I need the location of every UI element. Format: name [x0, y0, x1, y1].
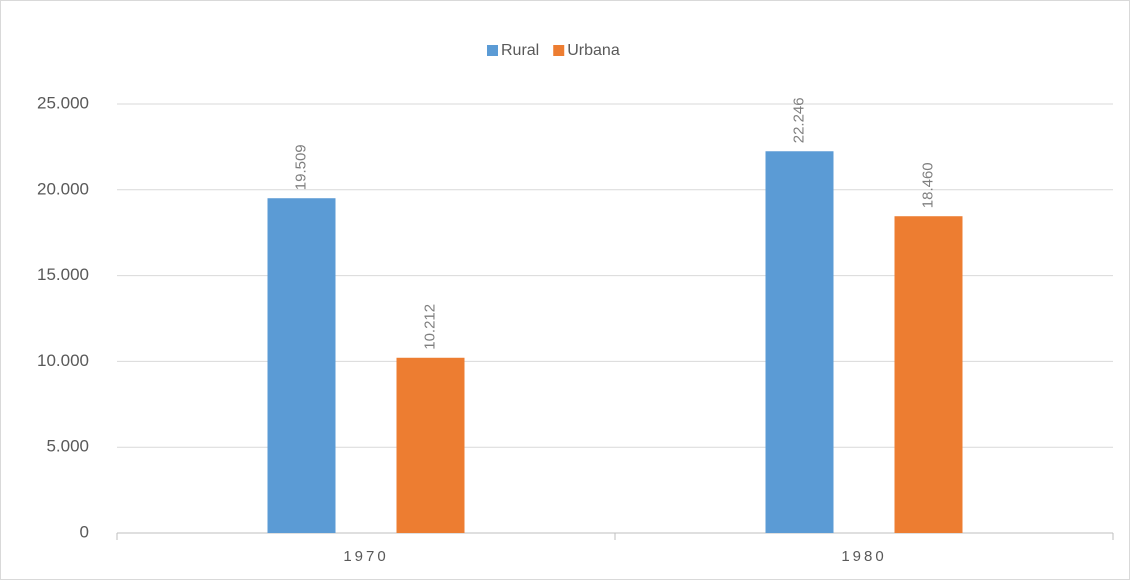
data-label: 19.509 — [292, 144, 309, 190]
y-tick-label: 10.000 — [37, 351, 89, 370]
bar — [894, 216, 963, 534]
data-label: 18.460 — [919, 162, 936, 208]
data-label: 22.246 — [790, 97, 807, 143]
y-tick-label: 20.000 — [37, 179, 89, 198]
y-tick-label: 5.000 — [46, 437, 89, 456]
bar — [765, 151, 834, 533]
legend-swatch — [553, 45, 565, 56]
x-tick-label: 1980 — [841, 548, 886, 565]
bar — [396, 357, 465, 533]
legend-swatch — [487, 45, 498, 56]
y-tick-label: 25.000 — [37, 93, 89, 112]
data-label: 10.212 — [421, 304, 438, 350]
y-tick-label: 0 — [80, 522, 89, 541]
bar — [267, 198, 336, 533]
legend-label: Urbana — [567, 42, 620, 59]
x-tick-label: 1970 — [343, 548, 388, 565]
legend-label: Rural — [501, 42, 539, 59]
y-tick-label: 15.000 — [37, 265, 89, 284]
